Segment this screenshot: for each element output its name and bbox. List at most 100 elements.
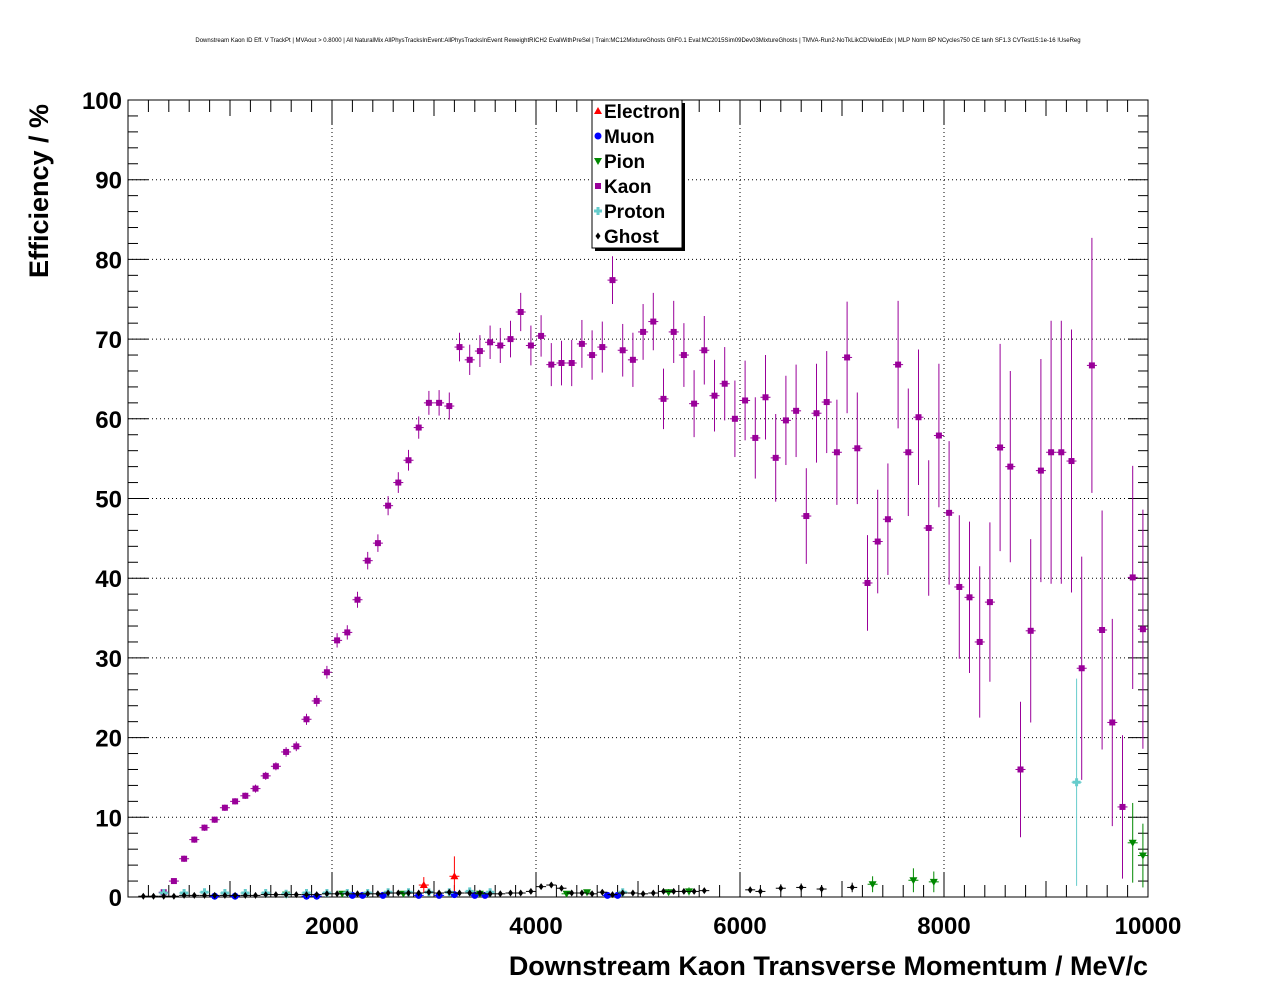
data-point-ghost (158, 892, 169, 900)
data-point-ghost (638, 890, 649, 898)
data-point-kaon (230, 798, 241, 805)
marker-triangle-up (450, 872, 459, 880)
data-point-ghost (219, 891, 230, 899)
marker-square (527, 342, 534, 349)
marker-diamond (477, 889, 483, 897)
marker-square (946, 509, 953, 516)
y-tick-label: 30 (95, 646, 122, 673)
data-point-kaon (811, 363, 822, 463)
data-point-ghost (678, 887, 689, 895)
data-point-ghost (745, 886, 756, 894)
marker-square (599, 344, 606, 351)
data-point-ghost (321, 890, 332, 898)
marker-square (925, 524, 932, 531)
marker-square (833, 449, 840, 456)
legend-entry-muon: Muon (594, 127, 655, 148)
data-point-electron (449, 856, 460, 897)
data-point-ghost (281, 891, 292, 899)
data-point-ghost (434, 889, 445, 897)
data-point-kaon (281, 747, 292, 757)
marker-diamond (640, 890, 646, 898)
y-tick-label: 100 (82, 88, 122, 115)
data-point-kaon (464, 344, 475, 375)
marker-square (415, 424, 422, 431)
marker-square (405, 457, 412, 464)
data-point-ghost (444, 888, 455, 896)
data-point-kaon (770, 414, 781, 502)
marker-diamond (253, 891, 258, 899)
marker-square (456, 344, 463, 351)
data-point-ghost (505, 889, 516, 897)
data-point-ghost (464, 889, 475, 897)
marker-square (1119, 803, 1126, 810)
data-point-ghost (816, 885, 827, 894)
marker-diamond (344, 890, 350, 898)
x-tick-label: 6000 (713, 913, 766, 940)
data-point-ghost (311, 891, 322, 899)
data-point-kaon (1025, 539, 1036, 723)
marker-square (201, 824, 208, 831)
data-point-kaon (882, 463, 893, 576)
marker-diamond (395, 889, 401, 897)
data-point-kaon (607, 256, 618, 305)
legend-label: Electron (604, 102, 680, 123)
marker-square (721, 380, 728, 387)
data-point-ghost (179, 891, 190, 899)
data-point-electron (418, 877, 429, 894)
chart-title: Downstream Kaon ID Eff. V TrackPt | MVAo… (195, 38, 1080, 44)
marker-square (742, 397, 749, 404)
marker-square (323, 669, 330, 676)
data-point-kaon (780, 375, 791, 466)
data-point-kaon (546, 343, 557, 387)
legend-label: Pion (604, 152, 645, 173)
data-point-kaon (495, 327, 506, 364)
marker-diamond (497, 890, 503, 898)
data-point-kaon (597, 321, 608, 373)
marker-square (854, 445, 861, 452)
marker-square (1007, 463, 1014, 470)
data-point-kaon (974, 566, 985, 718)
marker-square (568, 360, 575, 367)
marker-diamond (650, 889, 656, 897)
data-point-kaon (913, 349, 924, 485)
marker-triangle-down (929, 878, 938, 886)
marker-diamond (242, 891, 248, 899)
data-point-kaon (362, 551, 373, 570)
data-point-ghost (515, 889, 526, 897)
data-point-kaon (250, 784, 261, 793)
y-tick-label: 10 (95, 805, 122, 832)
marker-square (650, 318, 657, 325)
marker-diamond (589, 890, 595, 898)
marker-diamond (385, 889, 391, 897)
marker-square (181, 855, 188, 862)
data-point-ghost (260, 891, 271, 899)
data-point-kaon (801, 468, 812, 564)
marker-square (589, 352, 596, 359)
data-point-kaon (403, 449, 414, 471)
data-point-ghost (291, 891, 302, 899)
y-tick-label: 90 (95, 168, 122, 195)
marker-square (691, 400, 698, 407)
data-point-kaon (709, 359, 720, 432)
data-point-kaon (699, 315, 710, 385)
marker-diamond (548, 881, 554, 889)
marker-diamond (457, 889, 462, 897)
data-point-kaon (311, 695, 322, 707)
legend-label: Ghost (604, 227, 660, 248)
data-point-kaon (1086, 237, 1097, 493)
data-point-kaon (984, 522, 995, 682)
marker-diamond (487, 890, 493, 898)
marker-square (232, 798, 239, 805)
data-point-ghost (607, 891, 618, 899)
data-point-kaon (933, 363, 944, 508)
data-point-ghost (648, 889, 659, 897)
data-point-kaon (1117, 735, 1128, 879)
marker-square (986, 599, 993, 606)
legend-entry-pion: Pion (594, 152, 645, 173)
marker-diamond (778, 884, 784, 892)
marker-square (476, 348, 483, 355)
marker-cross (1072, 778, 1081, 787)
data-point-kaon (1005, 370, 1016, 563)
data-point-kaon (954, 515, 965, 659)
marker-diamond (191, 891, 197, 899)
